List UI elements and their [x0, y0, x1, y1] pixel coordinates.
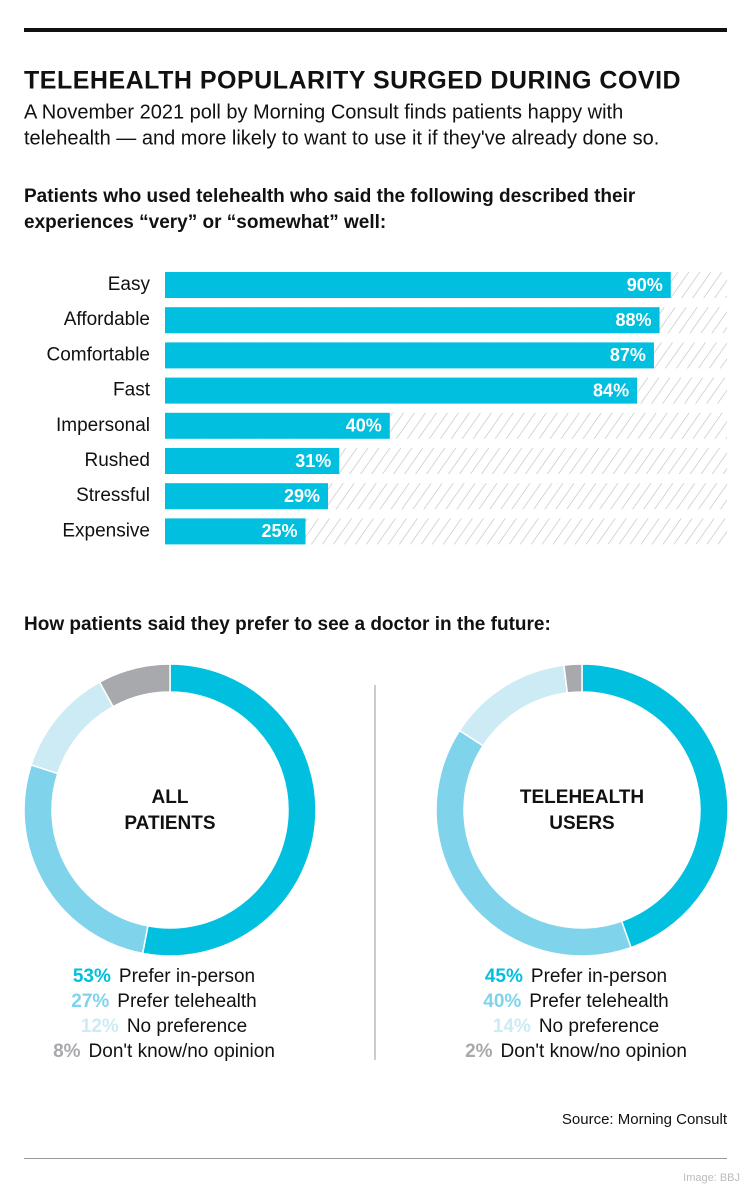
legend-entry: 12% No preference	[81, 1016, 247, 1037]
value-label: 40%	[346, 416, 382, 436]
legend-label: Prefer in-person	[531, 966, 667, 987]
source: Source: Morning Consult	[562, 1111, 728, 1128]
legend-value: 8%	[53, 1041, 81, 1062]
category-label: Affordable	[64, 309, 150, 330]
bar	[165, 272, 671, 298]
category-label: Rushed	[85, 450, 151, 471]
legend-label: No preference	[539, 1016, 659, 1037]
credit: Image: BBJ	[683, 1172, 740, 1184]
value-label: 84%	[593, 380, 629, 400]
bar	[165, 307, 660, 334]
title: TELEHEALTH POPULARITY SURGED DURING COVI…	[24, 67, 681, 95]
donut-segment	[458, 664, 569, 747]
bar	[165, 342, 654, 369]
category-label: Easy	[108, 274, 151, 295]
value-label: 25%	[261, 521, 297, 541]
category-label: Fast	[113, 380, 151, 401]
legend-entry: 2% Don't know/no opinion	[465, 1041, 687, 1062]
category-label: Stressful	[76, 485, 150, 506]
value-label: 29%	[284, 486, 320, 506]
bottom-rule	[24, 1158, 727, 1159]
donut-segment	[30, 681, 115, 775]
donut-segment	[98, 663, 171, 708]
legend-value: 40%	[483, 991, 521, 1012]
subtitle: telehealth — and more likely to want to …	[24, 127, 659, 149]
bar	[165, 483, 328, 510]
center-label: TELEHEALTH	[520, 787, 644, 808]
category-label: Expensive	[62, 520, 150, 541]
center-label: PATIENTS	[124, 813, 215, 834]
legend-value: 45%	[485, 966, 523, 987]
donut-segment	[563, 663, 583, 694]
donut-segment	[23, 763, 149, 955]
legend-label: Don't know/no opinion	[501, 1041, 687, 1062]
legend-entry: 53% Prefer in-person	[73, 966, 255, 987]
legend-entry: 8% Don't know/no opinion	[53, 1041, 275, 1062]
donut-title: How patients said they prefer to see a d…	[24, 614, 551, 635]
legend-label: No preference	[127, 1016, 247, 1037]
bar	[165, 377, 638, 404]
legend-label: Prefer telehealth	[529, 991, 668, 1012]
legend-entry: 27% Prefer telehealth	[71, 991, 256, 1012]
legend-value: 2%	[465, 1041, 493, 1062]
center-label: ALL	[152, 787, 189, 808]
donut-segment	[141, 663, 317, 957]
category-label: Impersonal	[56, 415, 150, 436]
legend-label: Don't know/no opinion	[89, 1041, 275, 1062]
legend-label: Prefer telehealth	[117, 991, 256, 1012]
legend-entry: 45% Prefer in-person	[485, 966, 667, 987]
legend-value: 12%	[81, 1016, 119, 1037]
legend-value: 27%	[71, 991, 109, 1012]
donut-segment	[435, 729, 632, 957]
top-rule	[24, 28, 727, 32]
bar	[165, 412, 390, 439]
center-label: USERS	[549, 813, 614, 834]
bar	[165, 448, 340, 474]
category-label: Comfortable	[47, 344, 151, 365]
bar-title: experiences “very” or “somewhat” well:	[24, 212, 386, 233]
value-label: 90%	[627, 275, 663, 295]
value-label: 31%	[295, 451, 331, 471]
subtitle: A November 2021 poll by Morning Consult …	[24, 101, 623, 123]
bar-title: Patients who used telehealth who said th…	[24, 186, 636, 207]
legend-entry: 14% No preference	[493, 1016, 659, 1037]
legend-value: 53%	[73, 966, 111, 987]
value-label: 87%	[610, 345, 646, 365]
value-label: 88%	[616, 310, 652, 330]
bar	[165, 518, 306, 545]
legend-value: 14%	[493, 1016, 531, 1037]
legend-entry: 40% Prefer telehealth	[483, 991, 668, 1012]
legend-label: Prefer in-person	[119, 966, 255, 987]
